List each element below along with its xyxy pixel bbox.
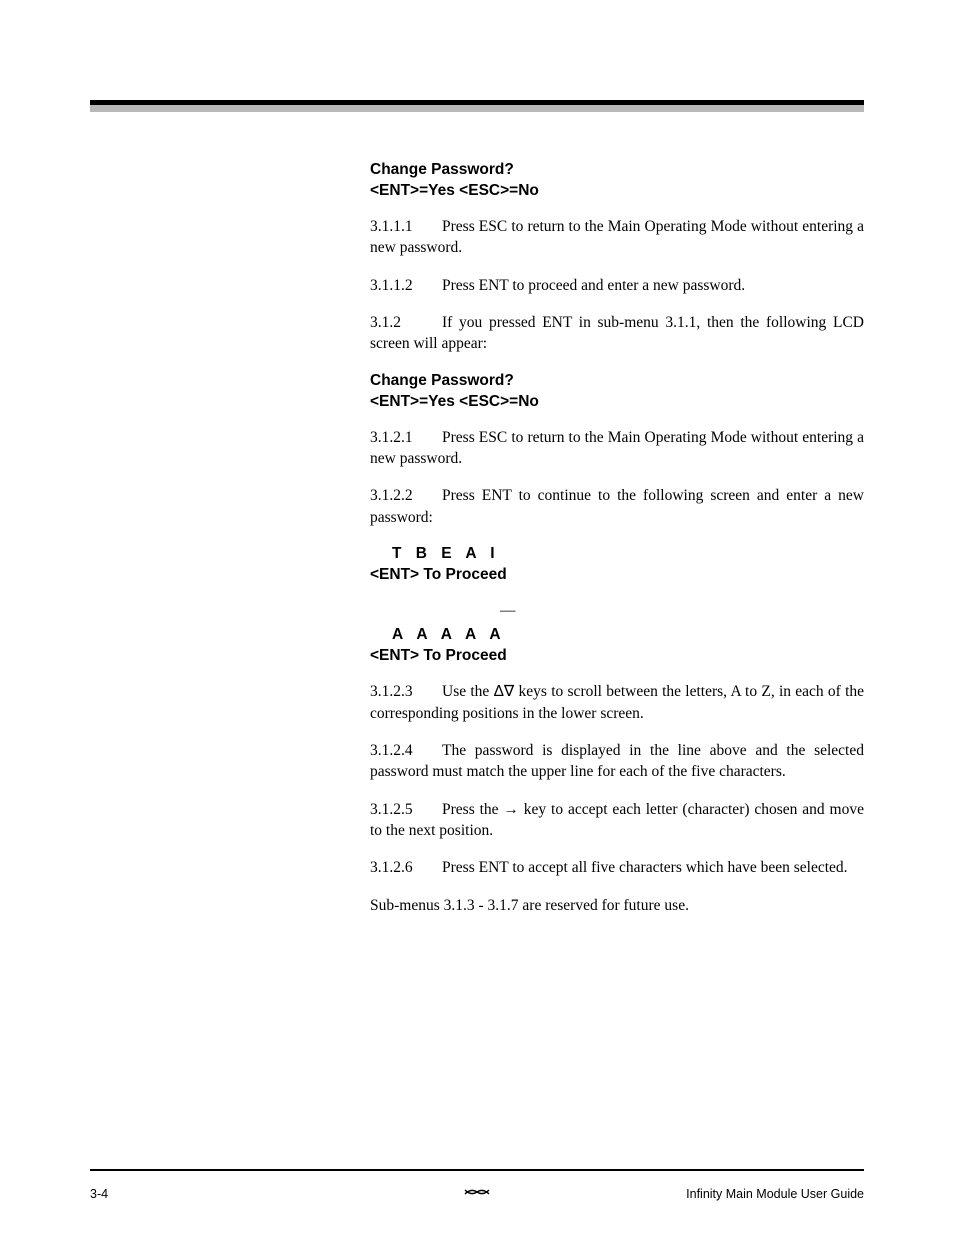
left-margin-column — [90, 158, 370, 932]
section-number: 3.1.2.4 — [370, 740, 442, 761]
right-arrow-icon: → — [503, 801, 519, 818]
body-column: Change Password? <ENT>=Yes <ESC>=No 3.1.… — [370, 158, 864, 932]
section-number: 3.1.2.3 — [370, 681, 442, 702]
paragraph-text: Press ESC to return to the Main Operatin… — [370, 429, 864, 467]
page-number: 3-4 — [90, 1187, 108, 1201]
lcd-line: <ENT> To Proceed — [370, 646, 864, 667]
paragraph-text: Sub-menus 3.1.3 - 3.1.7 are reserved for… — [370, 897, 689, 914]
paragraph: 3.1.1.1Press ESC to return to the Main O… — [370, 216, 864, 259]
paragraph: 3.1.2.2Press ENT to continue to the foll… — [370, 485, 864, 528]
up-down-triangle-icon: Δ∇ — [494, 683, 515, 700]
lcd-line: A A A A A — [370, 625, 864, 646]
section-number: 3.1.1.1 — [370, 216, 442, 237]
lcd-screen-2: Change Password? <ENT>=Yes <ESC>=No — [370, 371, 864, 413]
paragraph-text: Press the — [442, 801, 503, 818]
paragraph: Sub-menus 3.1.3 - 3.1.7 are reserved for… — [370, 895, 864, 916]
paragraph-text: If you pressed ENT in sub-menu 3.1.1, th… — [370, 314, 864, 352]
separator-dash: — — [500, 600, 864, 621]
footer-logo-icon — [463, 1184, 491, 1200]
header-rule-grey — [90, 105, 864, 112]
content-area: Change Password? <ENT>=Yes <ESC>=No 3.1.… — [90, 158, 864, 932]
paragraph-text: The password is displayed in the line ab… — [370, 742, 864, 780]
paragraph: 3.1.1.2Press ENT to proceed and enter a … — [370, 275, 864, 296]
footer-rule — [90, 1169, 864, 1171]
document-page: Change Password? <ENT>=Yes <ESC>=No 3.1.… — [0, 0, 954, 1235]
paragraph: 3.1.2.6Press ENT to accept all five char… — [370, 857, 864, 878]
paragraph-text: Use the — [442, 683, 494, 700]
footer-title: Infinity Main Module User Guide — [686, 1187, 864, 1201]
paragraph-text: Press ENT to proceed and enter a new pas… — [442, 277, 745, 294]
paragraph-text: Press ESC to return to the Main Operatin… — [370, 218, 864, 256]
lcd-line: Change Password? — [370, 160, 864, 181]
paragraph: 3.1.2If you pressed ENT in sub-menu 3.1.… — [370, 312, 864, 355]
lcd-screen-3: T B E A I <ENT> To Proceed — [370, 544, 864, 586]
lcd-line: T B E A I — [370, 544, 864, 565]
paragraph-text: Press ENT to accept all five characters … — [442, 859, 848, 876]
lcd-line: <ENT>=Yes <ESC>=No — [370, 392, 864, 413]
section-number: 3.1.2.5 — [370, 799, 442, 820]
lcd-line: <ENT>=Yes <ESC>=No — [370, 181, 864, 202]
paragraph: 3.1.2.4The password is displayed in the … — [370, 740, 864, 783]
section-number: 3.1.2.2 — [370, 485, 442, 506]
section-number: 3.1.2.1 — [370, 427, 442, 448]
paragraph: 3.1.2.5Press the → key to accept each le… — [370, 799, 864, 842]
lcd-screen-1: Change Password? <ENT>=Yes <ESC>=No — [370, 160, 864, 202]
lcd-line: <ENT> To Proceed — [370, 565, 864, 586]
paragraph: 3.1.2.1Press ESC to return to the Main O… — [370, 427, 864, 470]
section-number: 3.1.1.2 — [370, 275, 442, 296]
paragraph: 3.1.2.3Use the Δ∇ keys to scroll between… — [370, 681, 864, 724]
section-number: 3.1.2.6 — [370, 857, 442, 878]
paragraph-text: Press ENT to continue to the following s… — [370, 487, 864, 525]
lcd-line: Change Password? — [370, 371, 864, 392]
section-number: 3.1.2 — [370, 312, 442, 333]
lcd-screen-4: A A A A A <ENT> To Proceed — [370, 625, 864, 667]
page-footer: 3-4 Infinity Main Module User Guide — [90, 1187, 864, 1201]
